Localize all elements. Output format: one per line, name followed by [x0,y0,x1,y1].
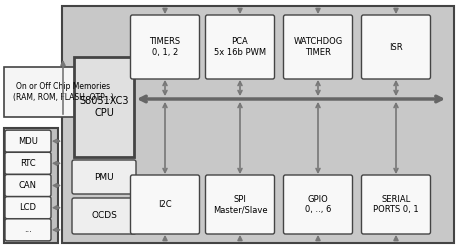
FancyBboxPatch shape [130,175,199,234]
Text: ISR: ISR [388,42,402,52]
FancyBboxPatch shape [283,175,352,234]
Text: LCD: LCD [19,203,36,212]
Text: PCA
5x 16b PWM: PCA 5x 16b PWM [213,37,265,57]
FancyBboxPatch shape [5,130,51,152]
FancyBboxPatch shape [72,198,136,234]
Text: I2C: I2C [158,200,172,209]
Text: OCDS: OCDS [91,211,117,221]
Text: CAN: CAN [19,181,37,190]
Text: GPIO
0, .., 6: GPIO 0, .., 6 [304,195,330,214]
Text: SPI
Master/Slave: SPI Master/Slave [212,195,267,214]
Text: S8051XC3
CPU: S8051XC3 CPU [79,96,129,118]
FancyBboxPatch shape [74,57,134,157]
Text: RTC: RTC [20,159,36,168]
FancyBboxPatch shape [5,152,51,174]
FancyBboxPatch shape [205,175,274,234]
FancyBboxPatch shape [4,67,122,117]
Text: PMU: PMU [94,172,113,182]
Text: MDU: MDU [18,137,38,146]
Text: WATCHDOG
TIMER: WATCHDOG TIMER [293,37,342,57]
FancyBboxPatch shape [62,6,453,243]
FancyBboxPatch shape [361,175,430,234]
FancyBboxPatch shape [5,197,51,219]
FancyBboxPatch shape [130,15,199,79]
FancyBboxPatch shape [5,219,51,241]
Text: SERIAL
PORTS 0, 1: SERIAL PORTS 0, 1 [372,195,418,214]
Text: On or Off Chip Memories
(RAM, ROM, FLASH, OTP...): On or Off Chip Memories (RAM, ROM, FLASH… [12,82,113,102]
FancyBboxPatch shape [205,15,274,79]
FancyBboxPatch shape [5,174,51,197]
FancyBboxPatch shape [361,15,430,79]
FancyBboxPatch shape [72,160,136,194]
FancyBboxPatch shape [4,128,58,243]
Text: TIMERS
0, 1, 2: TIMERS 0, 1, 2 [149,37,180,57]
Text: ...: ... [24,225,32,234]
FancyBboxPatch shape [283,15,352,79]
